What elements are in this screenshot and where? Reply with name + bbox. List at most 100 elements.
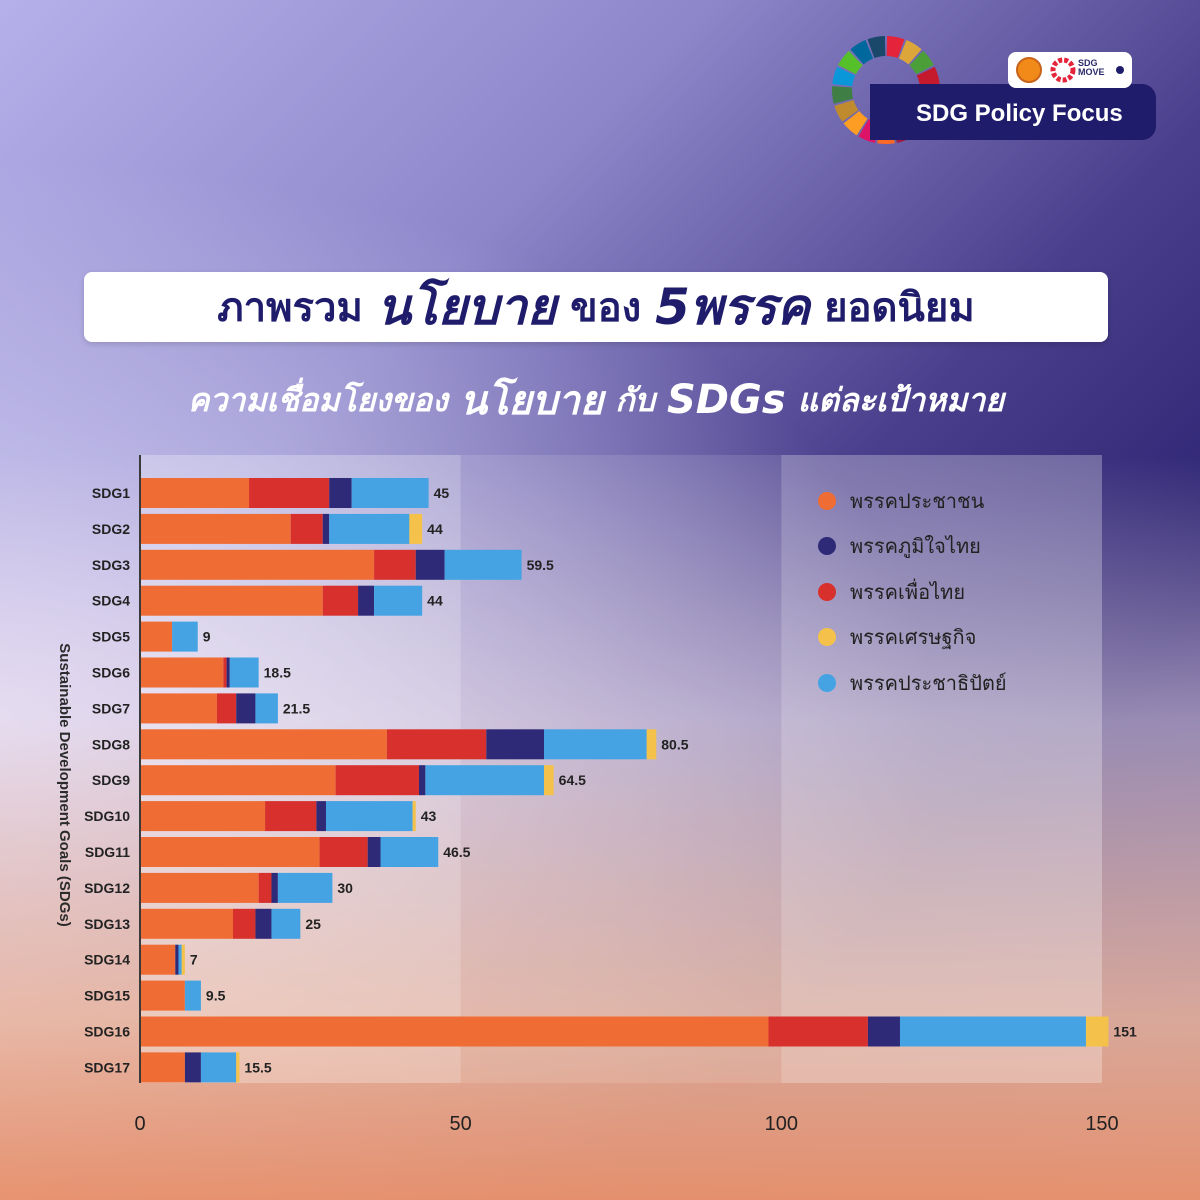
partner-badge: SDG MOVE	[1008, 52, 1132, 88]
badge-dot-icon	[1116, 66, 1124, 74]
category-label: SDG2	[92, 521, 130, 537]
bar-segment	[290, 513, 323, 544]
bar-segment	[319, 837, 368, 867]
subtitle: ความเชื่อมโยงของ นโยบาย กับ SDGs แต่ละเป…	[84, 370, 1108, 430]
wheel-segment	[916, 66, 940, 87]
bar-segment	[236, 693, 256, 724]
data-label: 43	[421, 808, 437, 824]
bar-segment	[140, 908, 233, 939]
bar-segment	[140, 693, 217, 724]
bar-segment	[329, 478, 352, 508]
bar-segment	[265, 801, 317, 832]
category-label: SDG12	[84, 880, 130, 896]
legend-label: พรรคภูมิใจไทย	[850, 534, 981, 559]
bar-segment	[544, 765, 554, 796]
legend-label: พรรคเศรษฐกิจ	[850, 625, 977, 650]
x-tick-label: 50	[450, 1113, 472, 1135]
legend-item: พรรคประชาธิปัตย์	[818, 660, 1078, 706]
x-tick-label: 100	[765, 1113, 798, 1135]
bar-segment	[444, 549, 522, 580]
data-label: 45	[434, 485, 450, 501]
logo-text: SDG Policy Focus	[916, 100, 1123, 127]
bar-segment	[140, 478, 250, 508]
bar-segment	[140, 549, 375, 580]
data-label: 44	[427, 521, 443, 537]
bar-segment	[172, 621, 198, 652]
x-tick-label: 0	[134, 1113, 145, 1135]
title-highlight: 5พรรค	[655, 277, 811, 336]
bar-segment	[200, 1052, 237, 1083]
data-label: 25	[305, 916, 321, 932]
subtitle-word: แต่ละเป้าหมาย	[797, 380, 1004, 419]
bar-segment	[899, 1016, 1086, 1047]
bar-segment	[277, 872, 333, 903]
bar-segment	[140, 872, 259, 903]
legend-swatch	[818, 628, 836, 647]
bar-segment	[1085, 1016, 1109, 1047]
wheel-segment	[850, 40, 874, 65]
data-label: 44	[427, 593, 443, 609]
bar-segment	[249, 478, 330, 508]
bar-segment	[140, 621, 173, 652]
category-label: SDG16	[84, 1024, 130, 1040]
y-axis-label: Sustainable Development Goals (SDGs)	[56, 643, 73, 927]
chart-legend: พรรคประชาชนพรรคภูมิใจไทยพรรคเพื่อไทยพรรค…	[818, 478, 1078, 706]
bar-segment	[223, 657, 227, 688]
bar-segment	[768, 1016, 868, 1047]
bar-segment	[867, 1016, 900, 1047]
title-highlight: นโยบาย	[376, 277, 557, 336]
legend-item: พรรคประชาชน	[818, 478, 1078, 524]
bar-segment	[544, 729, 647, 760]
bar-segment	[367, 837, 381, 867]
bar-segment	[184, 1052, 201, 1083]
bar-segment	[322, 513, 330, 544]
category-label: SDG10	[84, 808, 130, 824]
logo-banner	[870, 84, 1156, 140]
category-label: SDG5	[92, 629, 130, 645]
legend-swatch	[818, 491, 836, 510]
category-label: SDG13	[84, 916, 130, 932]
bar-segment	[184, 980, 201, 1011]
bar-segment	[358, 585, 375, 616]
bar-segment	[140, 944, 176, 975]
legend-swatch	[818, 537, 836, 556]
data-label: 21.5	[283, 700, 310, 716]
bar-segment	[412, 801, 416, 832]
bar-segment	[258, 872, 272, 903]
bar-segment	[140, 801, 266, 832]
bar-segment	[380, 837, 439, 867]
title-word: ของ	[570, 285, 642, 331]
bar-segment	[271, 872, 278, 903]
category-label: SDG1	[92, 485, 130, 501]
bar-segment	[271, 908, 301, 939]
bar-segment	[325, 801, 413, 832]
sdg-move-label: SDG MOVE	[1078, 58, 1105, 77]
title-word: ยอดนิยม	[824, 285, 975, 331]
x-tick-label: 150	[1085, 1113, 1118, 1135]
bar-segment	[140, 1052, 185, 1083]
legend-label: พรรคประชาธิปัตย์	[850, 670, 1007, 695]
bar-segment	[335, 765, 419, 796]
legend-swatch	[818, 582, 836, 601]
category-label: SDG3	[92, 557, 130, 573]
bar-segment	[418, 765, 426, 796]
bar-segment	[374, 585, 423, 616]
university-seal-icon	[1016, 57, 1042, 83]
bar-segment	[374, 549, 416, 580]
wheel-segment	[898, 40, 922, 65]
bar-segment	[140, 1016, 769, 1047]
main-title: ภาพรวม นโยบาย ของ 5พรรค ยอดนิยม	[84, 272, 1108, 342]
bar-segment	[255, 693, 278, 724]
legend-swatch	[818, 673, 836, 692]
data-label: 80.5	[661, 736, 688, 752]
wheel-segment	[834, 99, 859, 122]
category-label: SDG4	[92, 593, 130, 609]
bar-segment	[386, 729, 487, 760]
legend-label: พรรคเพื่อไทย	[850, 579, 966, 604]
legend-item: พรรคเพื่อไทย	[818, 569, 1078, 615]
legend-label: พรรคประชาชน	[850, 488, 985, 513]
subtitle-highlight: นโยบาย	[459, 378, 604, 424]
bar-segment	[216, 693, 237, 724]
category-label: SDG17	[84, 1059, 130, 1075]
